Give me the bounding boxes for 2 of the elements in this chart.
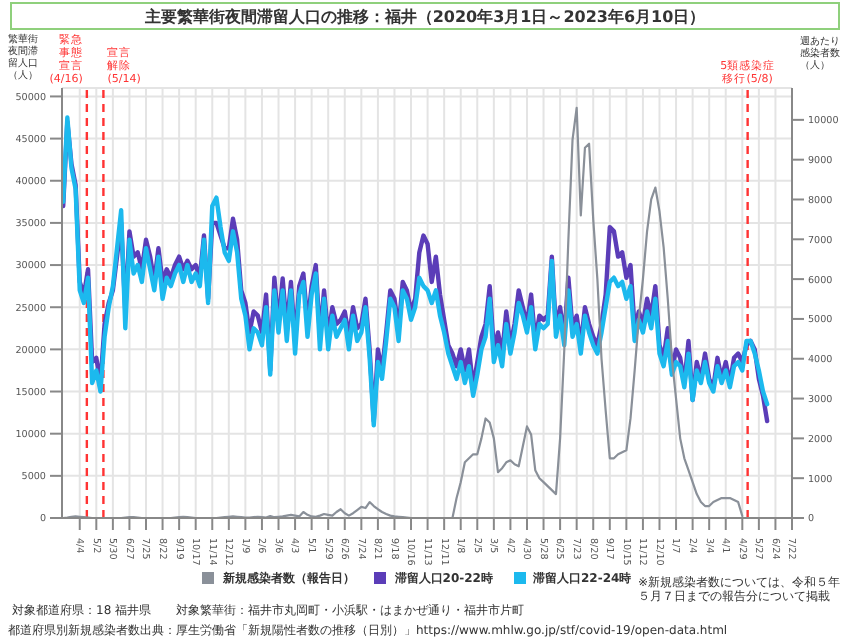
chart-title: 主要繁華街夜間滞留人口の推移：福井（2020年3月1日～2023年6月10日） (10, 2, 840, 30)
line-series (62, 106, 744, 518)
